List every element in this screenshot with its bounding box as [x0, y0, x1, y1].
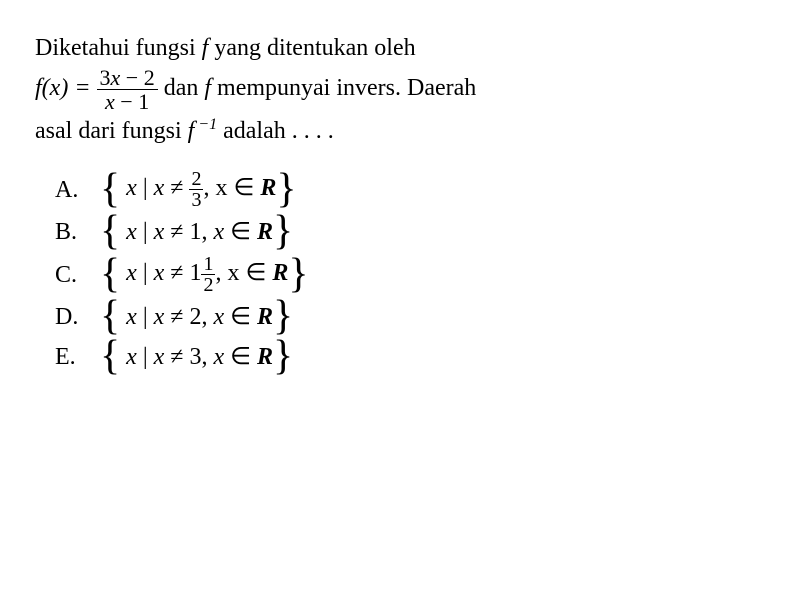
brace-left-icon: { — [100, 340, 120, 374]
brace-left-icon: { — [100, 258, 120, 292]
brace-right-icon: } — [288, 258, 308, 292]
finv: f −1 — [188, 118, 217, 144]
q-text: Diketahui fungsi — [35, 35, 202, 61]
set-expression: { x | x ≠ 1, x ∈ R } — [100, 214, 293, 250]
fraction: 3x − 2x − 1 — [97, 66, 158, 113]
option-a: A. { x | x ≠ 23, x ∈ R } — [55, 169, 775, 210]
option-letter: A. — [55, 172, 100, 208]
option-c: C. { x | x ≠ 112, x ∈ R } — [55, 254, 775, 295]
option-letter: E. — [55, 339, 100, 375]
set-body: x | x ≠ 112, x ∈ R — [120, 254, 288, 295]
option-letter: D. — [55, 299, 100, 335]
set-body: x | x ≠ 1, x ∈ R — [120, 214, 273, 250]
set-body: x | x ≠ 2, x ∈ R — [120, 299, 273, 335]
q-text: adalah . . . . — [217, 118, 334, 144]
q-text: dan — [158, 75, 205, 101]
fx-label: f(x) = — [35, 75, 97, 101]
q-text: mempunyai invers. Daerah — [211, 75, 476, 101]
option-b: B. { x | x ≠ 1, x ∈ R } — [55, 214, 775, 250]
q-text: yang ditentukan oleh — [208, 35, 415, 61]
set-body: x | x ≠ 23, x ∈ R — [120, 169, 276, 210]
question-text: Diketahui fungsi f yang ditentukan oleh … — [35, 30, 775, 149]
brace-left-icon: { — [100, 215, 120, 249]
option-d: D. { x | x ≠ 2, x ∈ R } — [55, 299, 775, 335]
brace-right-icon: } — [273, 340, 293, 374]
denominator: x − 1 — [97, 90, 158, 113]
brace-left-icon: { — [100, 300, 120, 334]
q-text: asal dari fungsi — [35, 118, 188, 144]
brace-left-icon: { — [100, 173, 120, 207]
option-letter: B. — [55, 214, 100, 250]
set-expression: { x | x ≠ 3, x ∈ R } — [100, 339, 293, 375]
option-e: E. { x | x ≠ 3, x ∈ R } — [55, 339, 775, 375]
brace-right-icon: } — [276, 173, 296, 207]
set-expression: { x | x ≠ 2, x ∈ R } — [100, 299, 293, 335]
set-body: x | x ≠ 3, x ∈ R — [120, 339, 273, 375]
set-expression: { x | x ≠ 112, x ∈ R } — [100, 254, 309, 295]
numerator: 3x − 2 — [97, 66, 158, 90]
option-letter: C. — [55, 257, 100, 293]
brace-right-icon: } — [273, 215, 293, 249]
brace-right-icon: } — [273, 300, 293, 334]
options-list: A. { x | x ≠ 23, x ∈ R } B. { x | x ≠ 1,… — [55, 169, 775, 375]
set-expression: { x | x ≠ 23, x ∈ R } — [100, 169, 297, 210]
